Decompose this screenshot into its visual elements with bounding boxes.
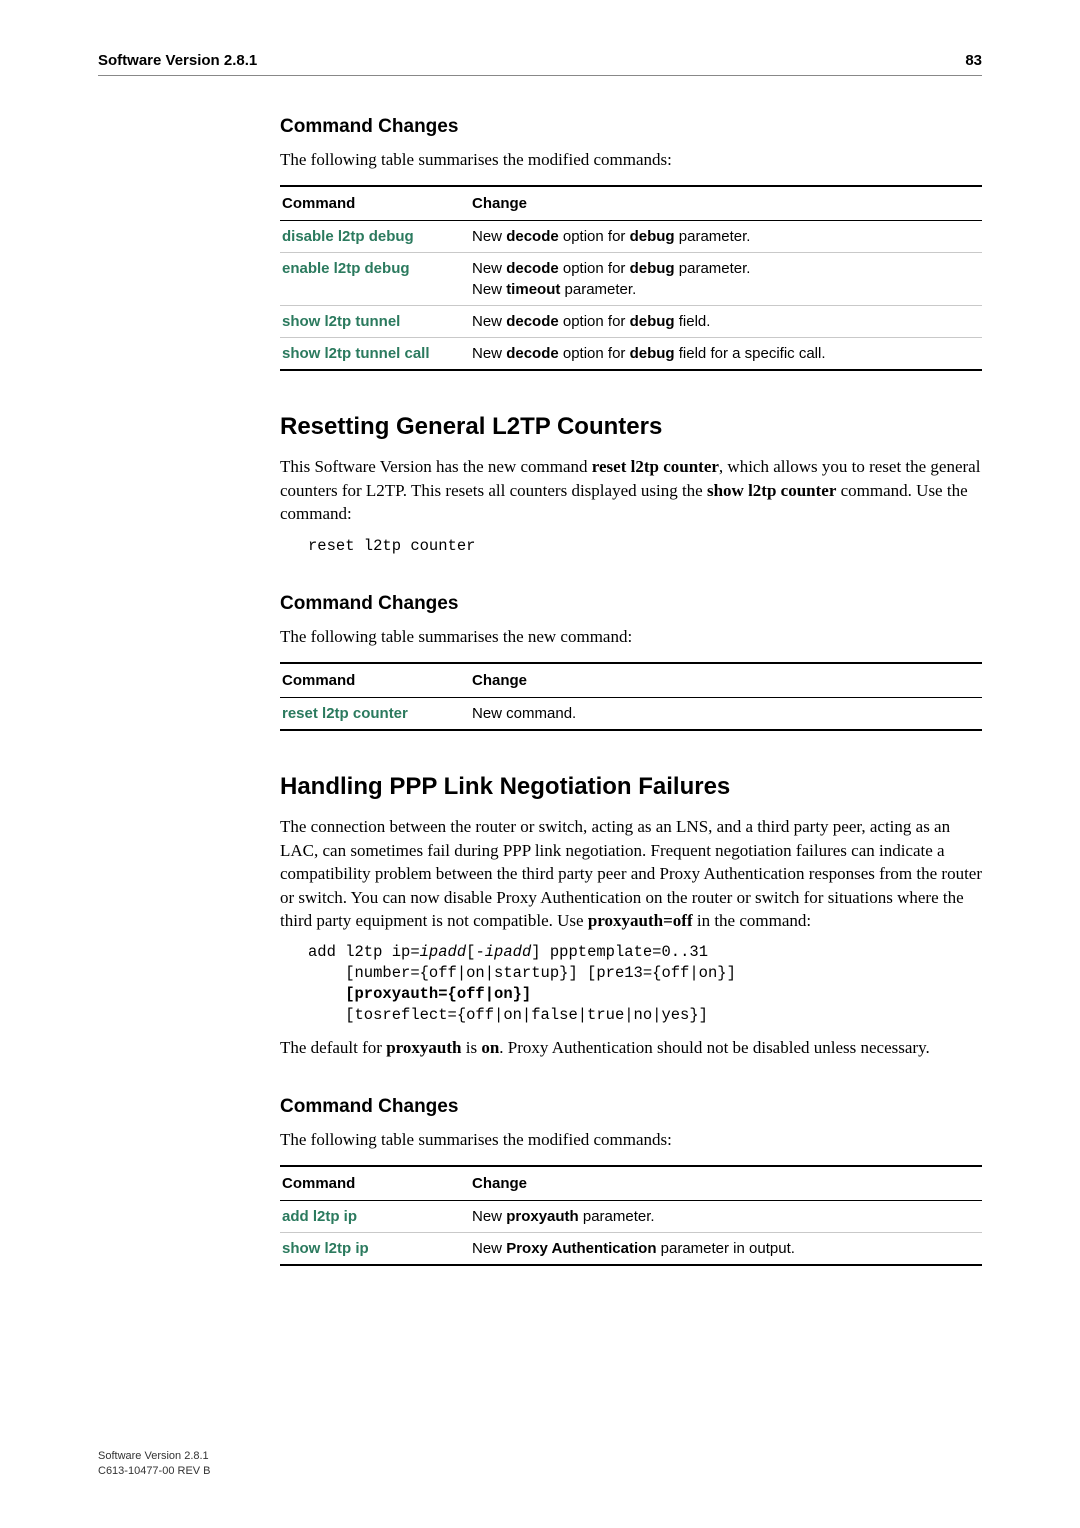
change-cell: New decode option for debug parameter.	[470, 221, 982, 253]
text: option for	[559, 260, 630, 277]
code-text: [-	[466, 943, 485, 961]
code-block: add l2tp ip=ipadd[-ipadd] ppptemplate=0.…	[308, 942, 982, 1026]
text: New	[472, 1240, 506, 1257]
command-link[interactable]: show l2tp ip	[280, 1233, 470, 1266]
bold-text: debug	[630, 260, 675, 277]
bold-text: proxyauth	[386, 1038, 461, 1057]
text: field for a specific call.	[675, 345, 826, 362]
text: option for	[559, 345, 630, 362]
code-text: [tosreflect={off|on|false|true|no|yes}]	[308, 1006, 708, 1024]
section2-subheading: Command Changes	[280, 593, 982, 615]
text: field.	[675, 313, 711, 330]
footer-line2: C613-10477-00 REV B	[98, 1464, 211, 1478]
table-header-change: Change	[470, 186, 982, 221]
text: option for	[559, 313, 630, 330]
text: . Proxy Authentication should not be dis…	[499, 1038, 929, 1057]
bold-text: decode	[506, 260, 559, 277]
command-link[interactable]: show l2tp tunnel call	[280, 338, 470, 371]
command-link[interactable]: add l2tp ip	[280, 1201, 470, 1233]
section1-heading: Command Changes	[280, 116, 982, 138]
table-row: reset l2tp counter New command.	[280, 698, 982, 731]
bold-text: Proxy Authentication	[506, 1240, 656, 1257]
text: parameter.	[675, 228, 751, 245]
text: option for	[559, 228, 630, 245]
code-italic: ipadd	[485, 943, 532, 961]
table-row: disable l2tp debug New decode option for…	[280, 221, 982, 253]
command-link[interactable]: disable l2tp debug	[280, 221, 470, 253]
section3-subintro: The following table summarises the modif…	[280, 1128, 982, 1151]
bold-text: decode	[506, 313, 559, 330]
change-cell: New decode option for debug field.	[470, 306, 982, 338]
change-cell: New command.	[470, 698, 982, 731]
bold-text: decode	[506, 228, 559, 245]
table-row: add l2tp ip New proxyauth parameter.	[280, 1201, 982, 1233]
text: New	[472, 313, 506, 330]
text: in the command:	[693, 911, 812, 930]
code-text: [number={off|on|startup}] [pre13={off|on…	[308, 964, 736, 982]
code-bold: [proxyauth={off|on}]	[308, 985, 531, 1003]
text: New	[472, 228, 506, 245]
section1-table: Command Change disable l2tp debug New de…	[280, 185, 982, 371]
code-text: ] ppptemplate=0..31	[531, 943, 708, 961]
bold-text: proxyauth=off	[588, 911, 693, 930]
code-italic: ipadd	[420, 943, 467, 961]
table-header-change: Change	[470, 663, 982, 698]
text: parameter.	[675, 260, 751, 277]
section3-heading: Handling PPP Link Negotiation Failures	[280, 773, 982, 801]
section2-heading: Resetting General L2TP Counters	[280, 413, 982, 441]
table-header-command: Command	[280, 186, 470, 221]
code-text: add l2tp ip=	[308, 943, 420, 961]
change-cell: New decode option for debug field for a …	[470, 338, 982, 371]
section3-paragraph2: The default for proxyauth is on. Proxy A…	[280, 1036, 982, 1059]
section1-intro: The following table summarises the modif…	[280, 148, 982, 171]
text: New	[472, 281, 506, 298]
table-row: show l2tp tunnel call New decode option …	[280, 338, 982, 371]
text: is	[461, 1038, 481, 1057]
change-cell: New proxyauth parameter.	[470, 1201, 982, 1233]
bold-text: on	[481, 1038, 499, 1057]
text: parameter.	[579, 1208, 655, 1225]
text: New	[472, 345, 506, 362]
bold-text: reset l2tp counter	[592, 457, 719, 476]
text: New	[472, 260, 506, 277]
section2-table: Command Change reset l2tp counter New co…	[280, 662, 982, 731]
bold-text: decode	[506, 345, 559, 362]
command-link[interactable]: show l2tp tunnel	[280, 306, 470, 338]
text: parameter.	[560, 281, 636, 298]
footer-line1: Software Version 2.8.1	[98, 1449, 211, 1463]
section2-paragraph: This Software Version has the new comman…	[280, 455, 982, 525]
bold-text: debug	[630, 313, 675, 330]
command-link[interactable]: reset l2tp counter	[280, 698, 470, 731]
table-row: show l2tp tunnel New decode option for d…	[280, 306, 982, 338]
bold-text: proxyauth	[506, 1208, 579, 1225]
text: This Software Version has the new comman…	[280, 457, 592, 476]
text: The default for	[280, 1038, 386, 1057]
bold-text: show l2tp counter	[707, 481, 836, 500]
section3-table: Command Change add l2tp ip New proxyauth…	[280, 1165, 982, 1266]
section3-subheading: Command Changes	[280, 1096, 982, 1118]
bold-text: debug	[630, 228, 675, 245]
code-block: reset l2tp counter	[308, 536, 982, 557]
text: parameter in output.	[656, 1240, 794, 1257]
section2-subintro: The following table summarises the new c…	[280, 625, 982, 648]
text: New	[472, 1208, 506, 1225]
table-header-command: Command	[280, 1166, 470, 1201]
table-header-command: Command	[280, 663, 470, 698]
bold-text: debug	[630, 345, 675, 362]
page-header: Software Version 2.8.1 83	[98, 52, 982, 76]
page-number: 83	[965, 52, 982, 69]
bold-text: timeout	[506, 281, 560, 298]
table-header-change: Change	[470, 1166, 982, 1201]
command-link[interactable]: enable l2tp debug	[280, 253, 470, 306]
content-column: Command Changes The following table summ…	[280, 116, 982, 1266]
table-row: show l2tp ip New Proxy Authentication pa…	[280, 1233, 982, 1266]
section3-paragraph: The connection between the router or swi…	[280, 815, 982, 932]
change-cell: New decode option for debug parameter. N…	[470, 253, 982, 306]
page-footer: Software Version 2.8.1 C613-10477-00 REV…	[98, 1449, 211, 1478]
table-row: enable l2tp debug New decode option for …	[280, 253, 982, 306]
change-cell: New Proxy Authentication parameter in ou…	[470, 1233, 982, 1266]
header-version: Software Version 2.8.1	[98, 52, 257, 69]
